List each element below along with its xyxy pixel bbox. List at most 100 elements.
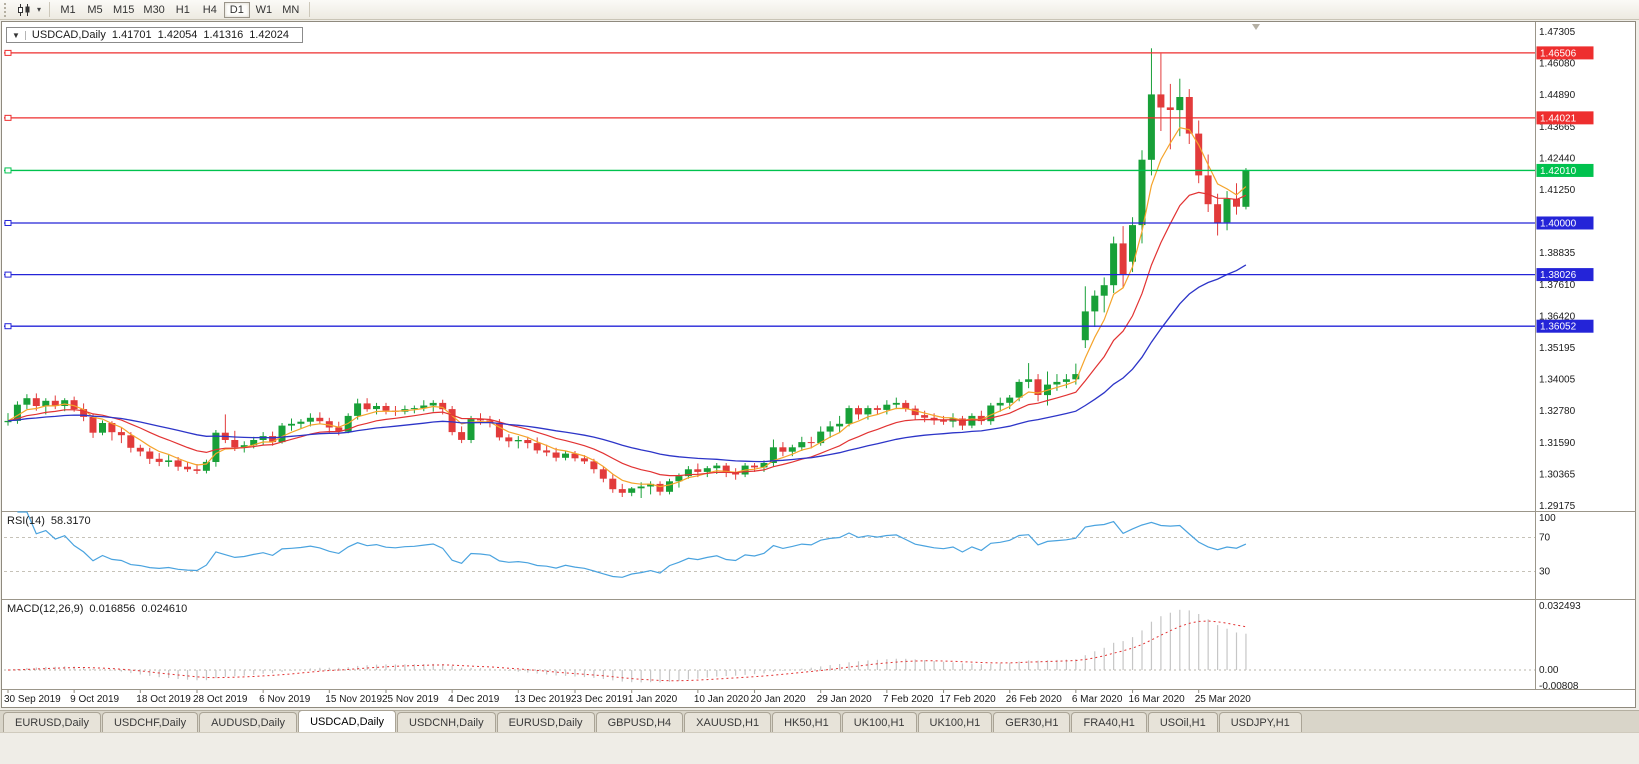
timeframe-button-h4[interactable]: H4 <box>197 2 223 18</box>
price-scale-label: 1.30365 <box>1539 469 1576 480</box>
date-label: 20 Jan 2020 <box>751 694 806 705</box>
tab-usdcad-daily[interactable]: USDCAD,Daily <box>298 710 397 732</box>
chart-canvas[interactable]: 1.47305 1.46080 1.44890 1.43665 1.42440 1.412… <box>0 20 1639 710</box>
date-label: 6 Mar 2020 <box>1072 694 1123 705</box>
date-label: 13 Dec 2019 <box>514 694 571 705</box>
timeframe-button-m30[interactable]: M30 <box>139 2 168 18</box>
price-label-text: 1.42010 <box>1540 166 1577 177</box>
candle-body <box>1129 225 1136 262</box>
candle-body <box>108 423 116 433</box>
candle-body <box>1223 198 1231 223</box>
chart-window: 1.47305 1.46080 1.44890 1.43665 1.42440 1.412… <box>0 20 1639 710</box>
candle-body <box>458 432 466 440</box>
chart-symbol-period: USDCAD,Daily <box>31 29 106 41</box>
toolbar-separator <box>49 2 50 17</box>
chart-title-box: ▼ USDCAD,Daily 1.41701 1.42054 1.41316 1… <box>6 27 303 43</box>
tab-usoil-h1[interactable]: USOil,H1 <box>1147 712 1218 732</box>
timeframe-button-w1[interactable]: W1 <box>251 2 277 18</box>
candle-body <box>32 398 40 406</box>
candle-body <box>958 418 966 426</box>
candle-body <box>628 488 636 493</box>
toolbar-separator <box>308 2 310 17</box>
price-scale-label: 1.42440 <box>1539 153 1576 164</box>
line-handle[interactable] <box>4 114 12 121</box>
timeframe-button-m1[interactable]: M1 <box>55 2 81 18</box>
candle-body <box>751 465 758 468</box>
candle-body <box>760 463 768 468</box>
candle-body <box>212 432 220 462</box>
macd-value-main: 0.016856 <box>89 603 136 615</box>
tab-hk50-h1[interactable]: HK50,H1 <box>772 712 841 732</box>
collapse-triangle-icon[interactable]: ▼ <box>7 30 26 40</box>
tab-uk100-h1[interactable]: UK100,H1 <box>841 712 917 732</box>
candle-body <box>703 468 711 472</box>
candle-body <box>1176 97 1184 111</box>
candle-body <box>1053 381 1061 385</box>
tab-ger30-h1[interactable]: GER30,H1 <box>993 712 1071 732</box>
candle-body <box>382 406 390 411</box>
timeframe-button-d1[interactable]: D1 <box>223 1 250 18</box>
tab-eurusd-daily[interactable]: EURUSD,Daily <box>3 712 101 732</box>
chart-window-border <box>1 21 1636 708</box>
tab-usdjpy-h1[interactable]: USDJPY,H1 <box>1218 712 1302 732</box>
candle-body <box>987 405 995 422</box>
candle-body <box>231 440 239 448</box>
timeframe-button-mn[interactable]: MN <box>278 2 304 18</box>
candle-body <box>1025 379 1033 382</box>
candle-body <box>1157 94 1165 108</box>
candle-body <box>713 465 721 469</box>
tab-eurusd-daily[interactable]: EURUSD,Daily <box>496 712 595 732</box>
chart-type-dropdown-caret-icon[interactable]: ▾ <box>36 5 41 14</box>
line-handle[interactable] <box>4 323 12 330</box>
candle-body <box>769 447 777 463</box>
timeframe-button-h1[interactable]: H1 <box>170 2 196 18</box>
bar-low-value: 1.41316 <box>203 29 244 41</box>
candle-body <box>911 408 919 416</box>
candle-body <box>826 426 834 432</box>
candle-body <box>325 421 333 428</box>
date-label: 26 Feb 2020 <box>1006 694 1063 705</box>
tab-fra40-h1[interactable]: FRA40,H1 <box>1071 712 1147 732</box>
candle-body <box>316 417 324 422</box>
candle-body <box>552 452 560 458</box>
price-scale-label: 1.31590 <box>1539 438 1576 449</box>
ma-mid-line <box>7 191 1247 477</box>
candle-body <box>873 408 881 410</box>
line-handle[interactable] <box>4 219 12 226</box>
tab-gbpusd-h4[interactable]: GBPUSD,H4 <box>595 712 684 732</box>
candle-body <box>13 404 21 421</box>
candle-body <box>306 417 314 422</box>
bar-close-value: 1.42024 <box>249 29 289 41</box>
timeframe-button-m15[interactable]: M15 <box>109 2 138 18</box>
price-label-text: 1.36052 <box>1540 322 1577 333</box>
price-label-box <box>1536 319 1594 333</box>
macd-scale-label: 0.00 <box>1539 665 1559 676</box>
candle-body <box>684 469 692 477</box>
candle-body <box>477 419 484 421</box>
candlestick-chart-icon[interactable] <box>14 2 34 18</box>
tab-xauusd-h1[interactable]: XAUUSD,H1 <box>684 712 772 732</box>
price-scale-label: 1.29175 <box>1539 501 1576 512</box>
tab-usdchf-daily[interactable]: USDCHF,Daily <box>101 712 199 732</box>
price-scale-label: 1.35195 <box>1539 343 1576 354</box>
price-label-box <box>1536 268 1594 282</box>
timeframe-button-m5[interactable]: M5 <box>82 2 108 18</box>
candle-body <box>136 447 144 452</box>
line-handle[interactable] <box>4 271 12 278</box>
candle-body <box>864 408 872 415</box>
date-label: 18 Oct 2019 <box>136 694 191 705</box>
toolbar-grip[interactable] <box>4 2 9 17</box>
tab-uk100-h1[interactable]: UK100,H1 <box>917 712 993 732</box>
tab-usdcnh-daily[interactable]: USDCNH,Daily <box>397 712 496 732</box>
candle-body <box>250 440 258 446</box>
rsi-scale-label: 70 <box>1539 533 1551 544</box>
line-handle[interactable] <box>4 167 12 174</box>
candle-body <box>146 451 154 459</box>
candle-body <box>675 476 683 482</box>
tab-audusd-daily[interactable]: AUDUSD,Daily <box>199 712 298 732</box>
price-scale-label: 1.36420 <box>1539 311 1576 322</box>
candle-body <box>1119 243 1127 275</box>
candle-body <box>448 409 456 433</box>
chart-shift-marker-icon[interactable] <box>1252 24 1260 30</box>
line-handle[interactable] <box>4 49 12 56</box>
